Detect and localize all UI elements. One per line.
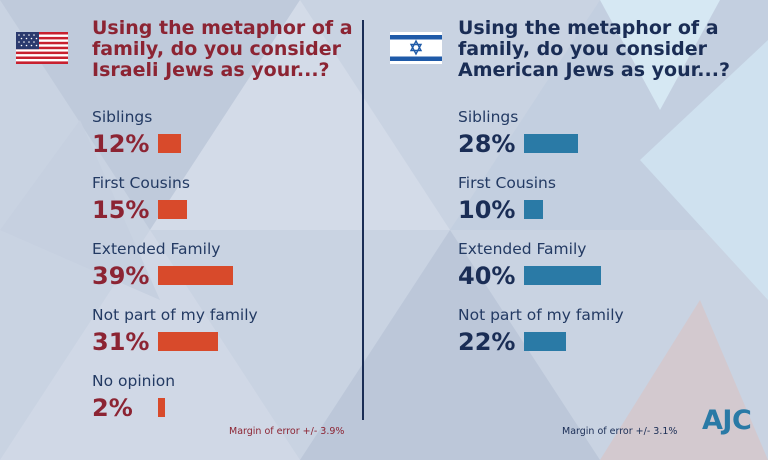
category-label: Siblings (458, 108, 519, 126)
panel-divider (362, 20, 364, 420)
category-label: Not part of my family (458, 306, 624, 324)
percent-label: 10% (458, 196, 516, 224)
category-label: Siblings (92, 108, 153, 126)
category-label: Not part of my family (92, 306, 258, 324)
category-item: Not part of my family 31% (92, 306, 258, 357)
margin-of-error: Margin of error +/- 3.9% (229, 426, 345, 437)
category-item: Extended Family 40% (458, 240, 602, 291)
category-label: No opinion (92, 372, 176, 390)
bar (524, 134, 579, 153)
bar (524, 266, 602, 285)
bar (158, 134, 182, 153)
israel-flag-icon (390, 32, 442, 64)
us-flag-icon (16, 32, 68, 64)
category-item: Siblings 12% (92, 108, 182, 159)
value-row: 28% (458, 129, 579, 159)
bar (158, 266, 234, 285)
value-row: 22% (458, 327, 624, 357)
value-row: 39% (92, 261, 234, 291)
category-label: First Cousins (458, 174, 556, 192)
category-item: Not part of my family 22% (458, 306, 624, 357)
bar (158, 398, 165, 417)
percent-label: 15% (92, 196, 150, 224)
chart-title: Using the metaphor of a family, do you c… (458, 17, 730, 81)
category-item: Siblings 28% (458, 108, 579, 159)
category-item: Extended Family 39% (92, 240, 234, 291)
category-item: First Cousins 15% (92, 174, 190, 225)
percent-label: 39% (92, 262, 150, 290)
chart-title: Using the metaphor of a family, do you c… (92, 17, 353, 81)
category-label: Extended Family (458, 240, 587, 258)
margin-of-error: Margin of error +/- 3.1% (562, 426, 678, 437)
category-item: No opinion 2% (92, 372, 175, 423)
percent-label: 2% (92, 394, 133, 422)
percent-label: 22% (458, 328, 516, 356)
bar (158, 200, 187, 219)
israeli-jews-panel: Using the metaphor of a family, do you c… (0, 0, 362, 460)
value-row: 40% (458, 261, 602, 291)
percent-label: 31% (92, 328, 150, 356)
american-jews-panel: Using the metaphor of a family, do you c… (364, 0, 768, 460)
ajc-logo: AJC (702, 405, 752, 436)
bar (524, 200, 544, 219)
value-row: 10% (458, 195, 556, 225)
value-row: 15% (92, 195, 190, 225)
percent-label: 12% (92, 130, 150, 158)
category-label: First Cousins (92, 174, 190, 192)
category-label: Extended Family (92, 240, 221, 258)
percent-label: 28% (458, 130, 516, 158)
category-item: First Cousins 10% (458, 174, 556, 225)
value-row: 12% (92, 129, 182, 159)
bar (158, 332, 218, 351)
percent-label: 40% (458, 262, 516, 290)
value-row: 2% (92, 393, 175, 423)
bar (524, 332, 567, 351)
value-row: 31% (92, 327, 258, 357)
